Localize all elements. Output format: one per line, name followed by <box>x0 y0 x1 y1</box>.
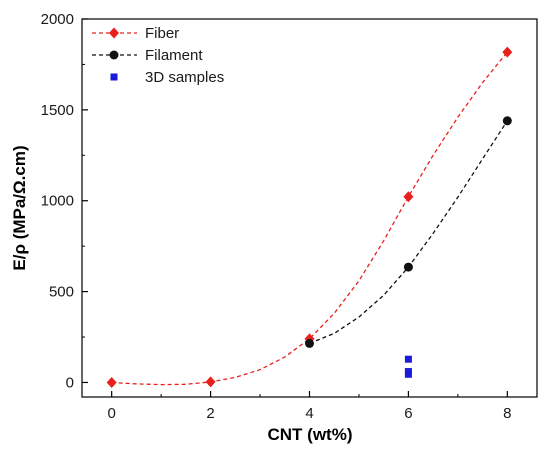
legend-label-3d-samples: 3D samples <box>145 69 224 86</box>
data-markers <box>106 46 513 388</box>
3d-samples-point <box>404 355 412 363</box>
y-tick-label: 1500 <box>41 102 74 119</box>
legend-marker-fiber <box>109 27 119 39</box>
y-axis-title: E/ρ (MPa/Ω.cm) <box>10 145 29 270</box>
legend-marker-filament <box>109 50 119 60</box>
y-tick-label: 500 <box>49 284 74 301</box>
x-tick-label: 4 <box>305 405 313 422</box>
3d-samples-point <box>404 370 412 378</box>
fiber-point <box>205 376 216 388</box>
filament-fit-line <box>309 120 508 345</box>
x-tick-label: 6 <box>404 405 412 422</box>
filament-point <box>502 116 512 126</box>
x-tick-label: 0 <box>108 405 116 422</box>
fiber-point <box>403 191 414 203</box>
x-axis-title: CNT (wt%) <box>268 425 353 444</box>
x-tick-label: 8 <box>503 405 511 422</box>
fiber-point <box>106 376 117 388</box>
fiber-fit-line <box>111 51 508 386</box>
legend-label-filament: Filament <box>145 47 203 64</box>
legend-label-fiber: Fiber <box>145 25 179 42</box>
y-tick-label: 0 <box>66 374 74 391</box>
filament-point <box>403 262 413 272</box>
axes: 0 2 4 6 8 0 500 1000 1500 2000 <box>41 11 512 422</box>
fiber-point <box>502 46 513 58</box>
legend: Fiber Filament 3D samples <box>92 25 224 86</box>
x-tick-label: 2 <box>206 405 214 422</box>
y-tick-label: 1000 <box>41 193 74 210</box>
y-tick-label: 2000 <box>41 11 74 28</box>
legend-marker-3d-samples <box>110 73 118 81</box>
filament-point <box>305 338 314 348</box>
